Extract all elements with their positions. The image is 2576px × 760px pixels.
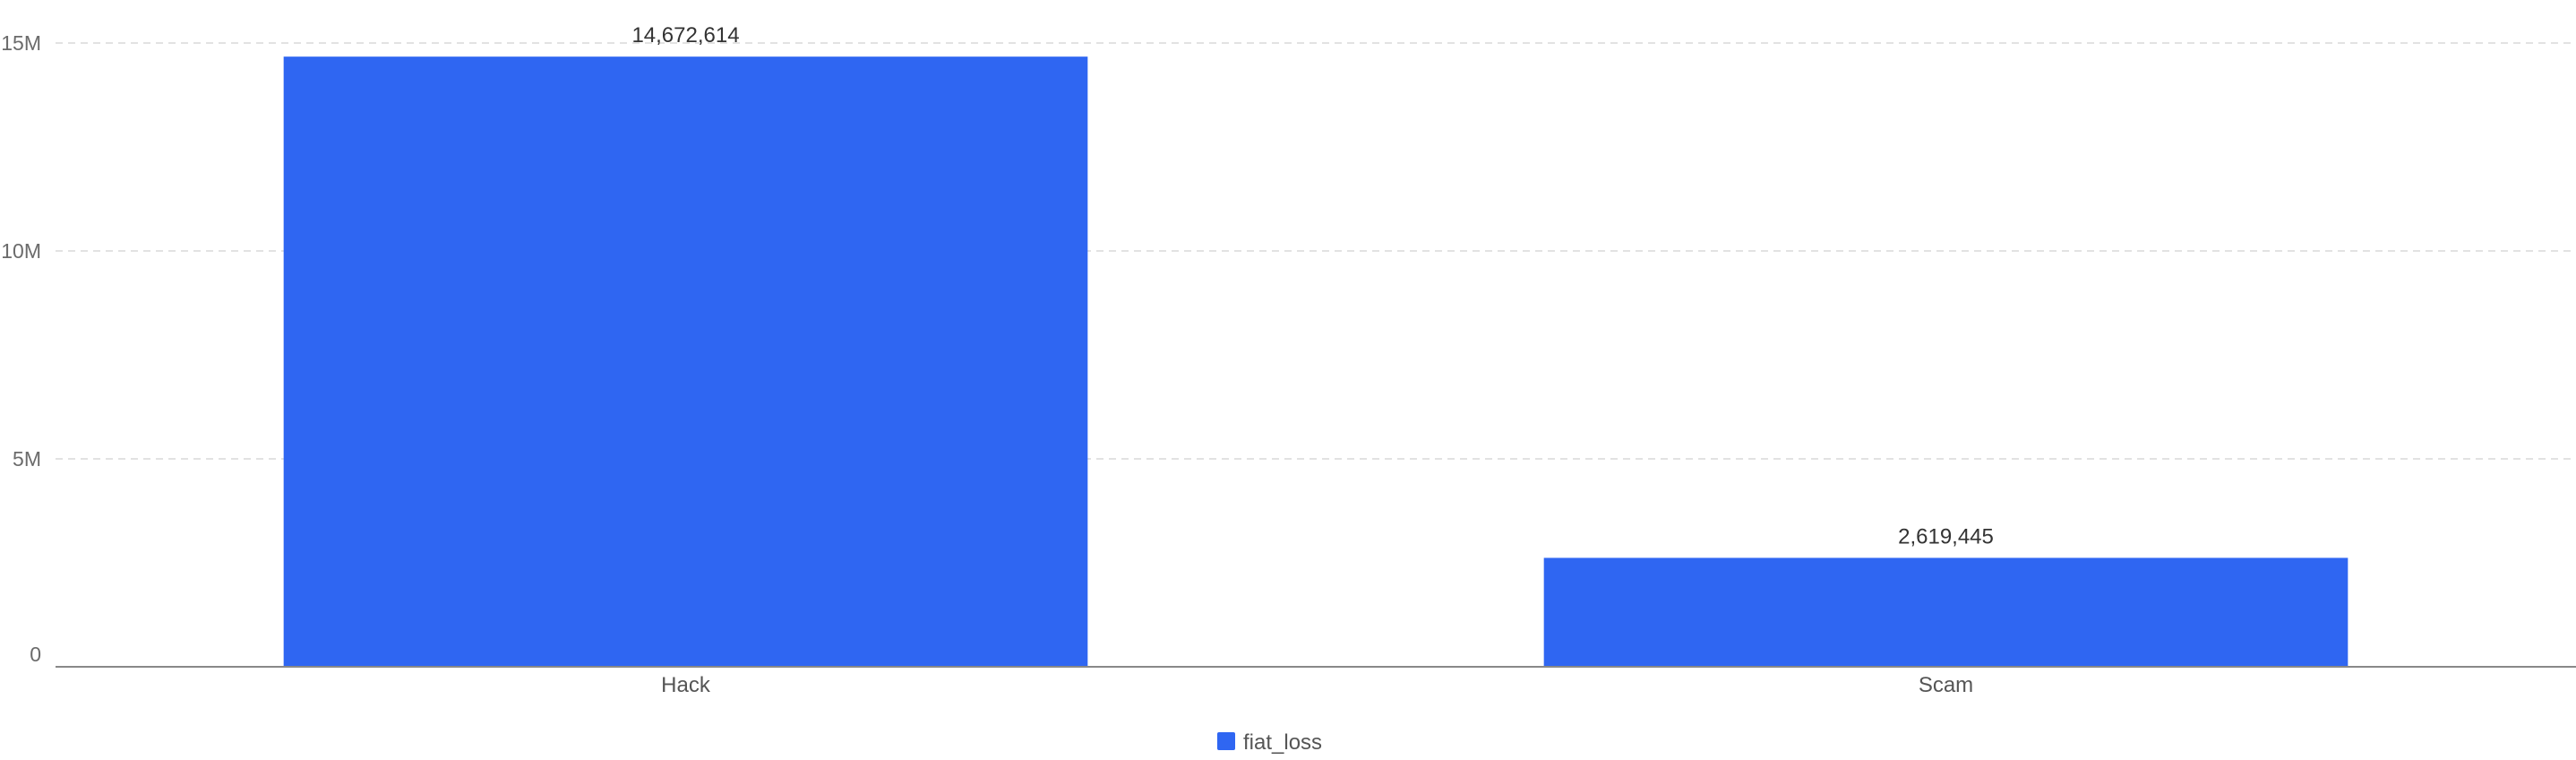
legend-label-fiat-loss[interactable]: fiat_loss (1243, 730, 1322, 755)
bars (283, 56, 2348, 667)
y-tick-label: 15M (1, 31, 41, 55)
bar-scam[interactable] (1543, 557, 2348, 667)
bar-hack[interactable] (283, 56, 1088, 667)
x-tick-label: Scam (1919, 673, 1973, 697)
legend[interactable]: fiat_loss (1217, 730, 1322, 755)
x-tick-label: Hack (661, 673, 711, 697)
y-tick-label: 0 (30, 643, 41, 666)
data-label: 14,672,614 (631, 23, 739, 48)
legend-swatch-fiat-loss[interactable] (1217, 732, 1235, 750)
data-label: 2,619,445 (1898, 524, 1994, 548)
x-axis-labels: Hack Scam (661, 673, 1973, 697)
y-tick-label: 10M (1, 239, 41, 263)
y-tick-label: 5M (13, 447, 41, 471)
data-labels: 14,672,614 2,619,445 (631, 23, 1993, 548)
y-axis-ticks: 0 5M 10M 15M (1, 31, 41, 666)
